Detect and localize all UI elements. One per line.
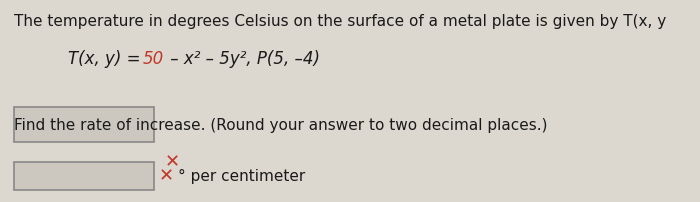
Text: Find the rate of increase. (Round your answer to two decimal places.): Find the rate of increase. (Round your a…	[14, 118, 547, 133]
Text: ° per centimeter: ° per centimeter	[178, 168, 305, 183]
Bar	[14, 162, 154, 190]
Text: – x² – 5y², P(5, –4): – x² – 5y², P(5, –4)	[165, 50, 320, 68]
Text: ✕: ✕	[159, 167, 174, 185]
Text: T(x, y) =: T(x, y) =	[68, 50, 146, 68]
Text: The temperature in degrees Celsius on the surface of a metal plate is given by T: The temperature in degrees Celsius on th…	[14, 14, 666, 29]
Text: ✕: ✕	[165, 153, 180, 171]
Text: 50: 50	[143, 50, 164, 68]
Bar	[14, 107, 154, 142]
